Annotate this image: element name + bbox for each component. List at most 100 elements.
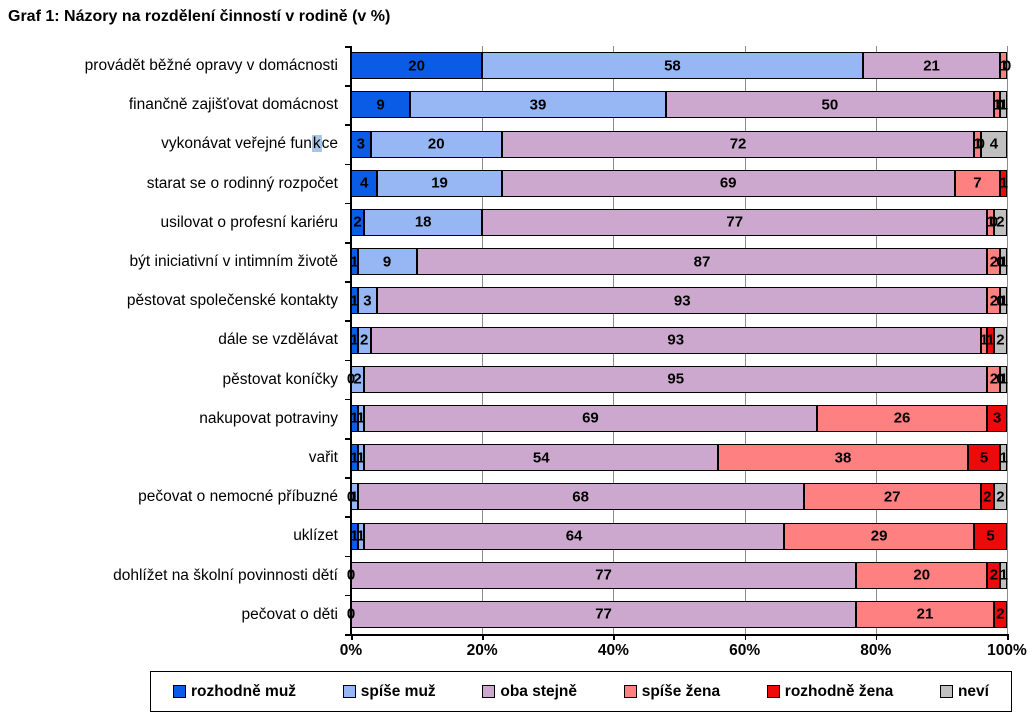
bar-segment-oba-stejně xyxy=(501,169,955,197)
bar-segment-rozhodně-žena xyxy=(974,522,1007,550)
bar-value-label: 3 xyxy=(356,135,365,153)
bar-value-label: 93 xyxy=(673,292,691,310)
legend-label: rozhodně žena xyxy=(784,682,894,700)
bar-value-label: 2 xyxy=(353,370,362,388)
bar-value-label: 77 xyxy=(726,213,744,231)
bar-value-label: 72 xyxy=(729,135,747,153)
bar-segment-spíše-žena xyxy=(803,483,981,511)
bar-value-label: 1 xyxy=(999,253,1008,271)
bar-value-label: 2 xyxy=(989,370,999,388)
legend-label: rozhodně muž xyxy=(191,682,297,700)
legend-item: rozhodně muž xyxy=(173,683,296,701)
y-axis-tick xyxy=(345,85,351,87)
bar-segment-rozhodně-žena xyxy=(1000,169,1007,197)
bar-value-label: 1 xyxy=(999,174,1008,192)
bar-value-label: 20 xyxy=(427,135,445,153)
y-axis-tick xyxy=(345,594,351,597)
bar-segment-rozhodně-žena xyxy=(967,444,1001,472)
bar-segment-oba-stejně xyxy=(862,52,1001,80)
bar-row: 1 1 69 26 3 xyxy=(350,404,1007,432)
bar-value-label: 9 xyxy=(382,253,392,271)
legend-swatch-rozhodně-žena xyxy=(766,685,780,698)
bar-segment-spíše-žena xyxy=(816,404,988,432)
x-axis-tick-label: 60% xyxy=(729,642,761,659)
chart-title: Graf 1: Názory na rozdělení činností v r… xyxy=(8,8,391,25)
bar-value-label: 2 xyxy=(996,488,1005,506)
bar-segment-spíše-muž xyxy=(377,169,502,197)
legend-swatch-neví xyxy=(939,685,953,698)
bar-segment-oba-stejně xyxy=(364,444,719,472)
bar-segment-rozhodně-muž xyxy=(351,52,483,80)
bar-value-label: 2 xyxy=(989,253,999,271)
x-axis-tick-label: 20% xyxy=(466,642,498,659)
bar-segment-neví xyxy=(993,208,1007,236)
bar-segment-spíše-žena xyxy=(987,287,1001,315)
bar-segment-neví xyxy=(1000,561,1007,589)
bar-value-label: 77 xyxy=(595,566,612,584)
y-axis-tick xyxy=(345,163,351,166)
legend-label: spíše muž xyxy=(360,682,436,700)
bar-value-label: 1 xyxy=(350,488,359,506)
bar-value-label: 1 xyxy=(350,331,359,349)
bar-value-label: 1 xyxy=(999,370,1008,388)
bar-segment-oba-stejně xyxy=(357,483,804,511)
bar-value-label: 1 xyxy=(350,409,359,427)
bar-segment-neví xyxy=(1000,248,1007,276)
bar-segment-spíše-muž xyxy=(364,208,483,236)
bar-segment-rozhodně-žena xyxy=(987,561,1001,589)
bar-value-label: 1 xyxy=(999,449,1008,467)
bar-value-label: 0 xyxy=(996,370,1005,388)
bar-value-label: 29 xyxy=(870,527,888,545)
bar-value-label: 2 xyxy=(996,605,1005,623)
legend-swatch-rozhodně-muž xyxy=(173,685,186,698)
legend-item: oba stejně xyxy=(482,683,577,701)
category-label: pěstovat koníčky xyxy=(222,370,338,388)
bar-value-label: 4 xyxy=(359,174,369,192)
bar-value-label: 20 xyxy=(408,57,425,75)
x-axis-tick xyxy=(875,634,878,640)
category-label: provádět běžné opravy v domácnosti xyxy=(84,57,338,74)
bar-value-label: 2 xyxy=(996,331,1005,349)
bar-segment-oba-stejně xyxy=(665,91,994,119)
y-axis-tick xyxy=(345,124,351,126)
bar-segment-rozhodně-žena xyxy=(987,326,994,354)
category-label: uklízet xyxy=(293,527,338,545)
bar-segment-neví xyxy=(980,130,1007,158)
x-axis-tick xyxy=(1007,634,1009,640)
bar-value-label: 1 xyxy=(356,409,365,427)
bar-segment-oba-stejně xyxy=(351,600,857,628)
bar-row: 1 1 64 29 5 xyxy=(350,522,1007,550)
bar-segment-oba-stejně xyxy=(501,130,975,158)
bar-segment-oba-stejně xyxy=(482,208,988,236)
legend-swatch-spíše-muž xyxy=(342,685,356,698)
category-label: dohlížet na školní povinnosti dětí xyxy=(113,566,338,584)
bar-segment-spíše-muž xyxy=(357,287,378,315)
bar-value-label: 19 xyxy=(431,174,448,192)
bar-value-label: 1 xyxy=(973,135,982,153)
category-label: pečovat o nemocné příbuzné xyxy=(138,488,338,506)
y-axis-line xyxy=(350,46,352,634)
bar-row: 00772021 xyxy=(347,561,1008,589)
bar-value-label: 95 xyxy=(667,370,685,388)
category-label: být iniciativní v intimním životě xyxy=(129,253,338,270)
bar-segment-oba-stejně xyxy=(364,365,988,393)
legend-item: rozhodně žena xyxy=(766,682,894,701)
category-label: starat se o rodinný rozpočet xyxy=(146,174,338,192)
y-axis-tick xyxy=(345,477,351,479)
bar-value-label: 1 xyxy=(986,331,995,349)
bar-value-label: 0 xyxy=(989,213,999,231)
bar-segment-spíše-žena xyxy=(856,561,988,589)
bar-value-label: 1 xyxy=(356,527,365,545)
bar-segment-rozhodně-žena xyxy=(987,404,1007,432)
bar-value-label: 3 xyxy=(992,409,1002,427)
bar-value-label: 0 xyxy=(996,292,1005,310)
bar-value-label: 2 xyxy=(996,213,1005,231)
bar-row: 20 58 21 1 0 0 xyxy=(351,52,1011,80)
bar-value-label: 9 xyxy=(376,96,385,114)
x-axis-tick-label: 40% xyxy=(597,642,629,659)
bar-value-label: 1 xyxy=(350,292,359,310)
bar-value-label: 0 xyxy=(976,135,985,153)
bar-value-label: 69 xyxy=(582,409,599,427)
bar-segment-spíše-žena xyxy=(987,208,994,236)
bar-segment-neví xyxy=(1000,444,1007,472)
